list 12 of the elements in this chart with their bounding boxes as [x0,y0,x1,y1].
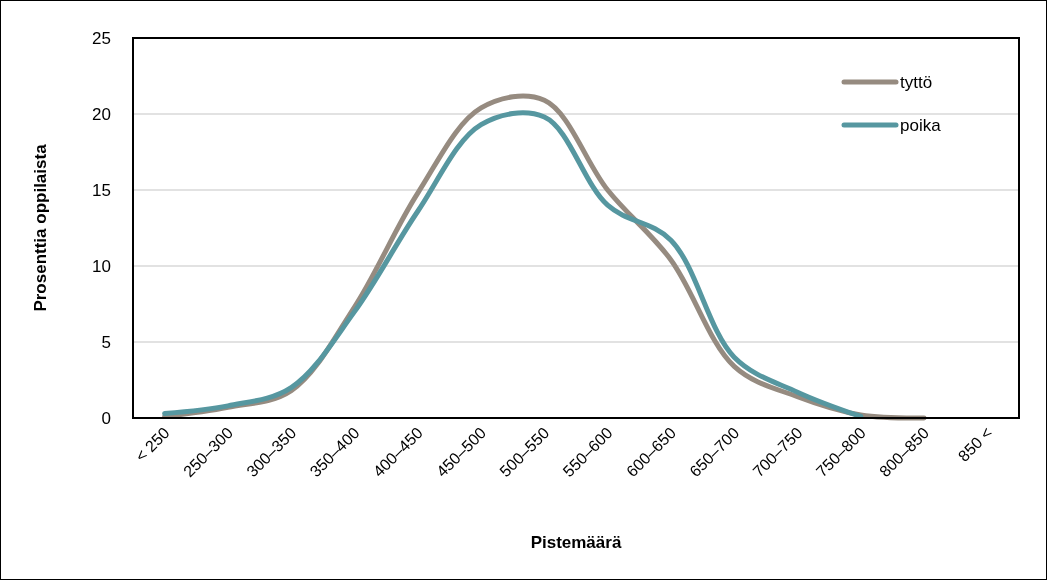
y-tick-label: 0 [101,408,111,428]
y-tick-label: 5 [101,332,111,352]
x-axis-title: Pistemäärä [530,533,622,552]
y-tick-label: 25 [92,28,111,48]
x-tick-label: 850 < [954,424,996,465]
legend-label: poika [900,115,942,135]
y-tick-label: 15 [92,180,111,200]
y-axis-title: Prosenttia oppilaista [31,143,50,312]
y-tick-label: 10 [92,256,111,276]
legend-label: tyttö [900,72,933,92]
y-tick-label: 20 [92,104,111,124]
x-tick-label: < 250 [132,424,173,465]
